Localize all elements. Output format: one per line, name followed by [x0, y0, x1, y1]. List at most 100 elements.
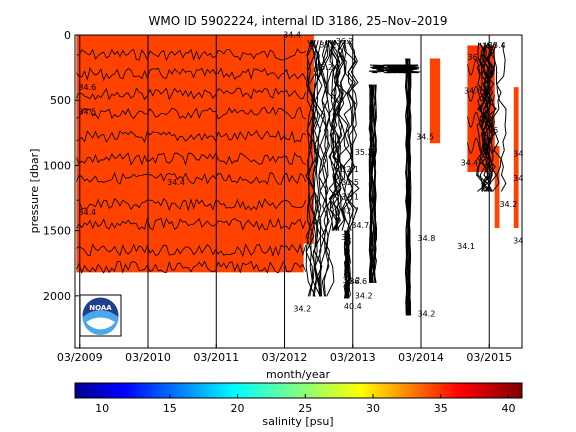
contour-line: [76, 87, 307, 101]
colorbar-tick-label: 25: [298, 402, 312, 415]
contour-line: [76, 152, 306, 167]
contour-line: [76, 171, 307, 185]
dense-contour: [384, 64, 402, 74]
x-tick-label: 03/2009: [57, 351, 103, 364]
contour-line: [76, 197, 307, 212]
dense-contour: [496, 42, 507, 192]
chart-title: WMO ID 5902224, internal ID 3186, 25–Nov…: [149, 14, 448, 28]
plot-area: 34.634.534.434.434.435.236.235.232.131.5…: [43, 29, 523, 364]
colorbar-tick-label: 40: [501, 402, 515, 415]
dense-contour: [328, 40, 341, 231]
contour-label: 31.5: [341, 178, 359, 187]
dense-contour: [368, 84, 373, 283]
contour-label: 34: [341, 233, 351, 242]
noaa-logo-text: NOAA: [89, 304, 112, 312]
dense-contour: [368, 84, 373, 283]
contour-label: 35.2: [315, 63, 333, 72]
contour-line: [76, 67, 307, 82]
dense-contour: [337, 39, 350, 231]
dense-contour: [327, 39, 340, 231]
contour-line: [76, 48, 306, 62]
contour-label: 40.4: [344, 302, 362, 311]
dense-contour: [407, 58, 412, 316]
dense-contour: [373, 84, 377, 283]
contour-label: 32.7: [341, 207, 359, 216]
dense-contour: [347, 230, 351, 299]
dense-contour: [390, 64, 408, 74]
dense-contour: [341, 40, 354, 231]
x-tick-label: 03/2010: [125, 351, 171, 364]
contour-label: 36.2: [336, 37, 354, 46]
contour-label: 32.1: [341, 165, 359, 174]
contour-label: 34.2: [499, 200, 517, 209]
contour-label: 34.6: [464, 87, 482, 96]
colorbar-tick-label: 10: [95, 402, 109, 415]
contour-line: [76, 106, 306, 120]
dense-contour: [326, 40, 337, 297]
contour-line: [76, 129, 306, 143]
dense-contour: [491, 42, 502, 192]
dense-contour: [347, 230, 351, 299]
x-tick-label: 03/2014: [398, 351, 444, 364]
contour-label: 36.6: [349, 277, 367, 286]
colorbar: 10 15 20 25 30 35 40 salinity [psu]: [74, 382, 523, 428]
contour-line: [76, 243, 307, 258]
contour-label: 34.2: [293, 304, 311, 313]
salinity-region: [513, 87, 519, 229]
dense-contour: [370, 84, 375, 283]
contour-label: 35.4: [488, 41, 506, 50]
dense-contour: [479, 42, 490, 192]
contour-line: [76, 260, 307, 275]
contour-label: 34: [513, 237, 523, 246]
x-tick-label: 03/2015: [466, 351, 512, 364]
dense-contour: [311, 40, 322, 297]
contour-label: 34.6: [78, 83, 96, 92]
contour-label: 34.2: [418, 310, 436, 319]
dense-contour: [345, 230, 349, 299]
contour-label: 36: [467, 53, 477, 62]
noaa-logo: NOAA: [79, 294, 122, 337]
colorbar-tick-label: 20: [231, 402, 245, 415]
contour-label: 35.2: [343, 276, 361, 285]
contour-label: 35.2: [319, 40, 337, 49]
y-tick-label: 2000: [43, 290, 71, 303]
dense-contour: [305, 40, 316, 297]
contour-label: 34.8: [418, 234, 436, 243]
colorbar-gradient: [74, 382, 523, 399]
salinity-region: [494, 145, 500, 229]
y-tick-label: 1500: [43, 225, 71, 238]
x-tick-label: 03/2013: [330, 351, 376, 364]
dense-contour: [307, 39, 318, 297]
dense-contour: [319, 40, 331, 297]
contour-label: 35.2: [355, 148, 373, 157]
colorbar-tick-label: 30: [366, 402, 380, 415]
contour-label: 34.1: [457, 242, 475, 251]
contour-label: 34.7: [351, 221, 369, 230]
contour-label: 34.2: [355, 291, 373, 300]
plot-frame: [74, 34, 523, 349]
dense-contour: [332, 39, 343, 231]
contour-label: 34: [513, 174, 523, 183]
dense-contour: [310, 39, 322, 297]
contour-label: 34.5: [78, 108, 96, 117]
dense-contour: [479, 42, 490, 192]
salinity-region: [429, 58, 441, 144]
contour-label: 34.4: [167, 178, 185, 187]
colorbar-tick-label: 15: [163, 402, 177, 415]
y-tick-label: 1000: [43, 159, 71, 172]
dense-contour: [486, 42, 498, 192]
contour-line: [467, 59, 496, 77]
y-tick-label: 500: [50, 94, 71, 107]
contour-label: 34: [513, 149, 523, 158]
x-tick-label: 03/2012: [262, 351, 308, 364]
dense-contour: [485, 42, 496, 192]
y-tick-label: 0: [64, 29, 71, 42]
dense-contour: [343, 230, 348, 299]
dense-contour: [372, 84, 377, 283]
dense-contour: [476, 42, 488, 192]
colorbar-label: salinity [psu]: [262, 415, 333, 428]
colorbar-tick-label: 35: [434, 402, 448, 415]
contour-label: 36: [488, 126, 498, 135]
dense-contour: [334, 40, 347, 231]
